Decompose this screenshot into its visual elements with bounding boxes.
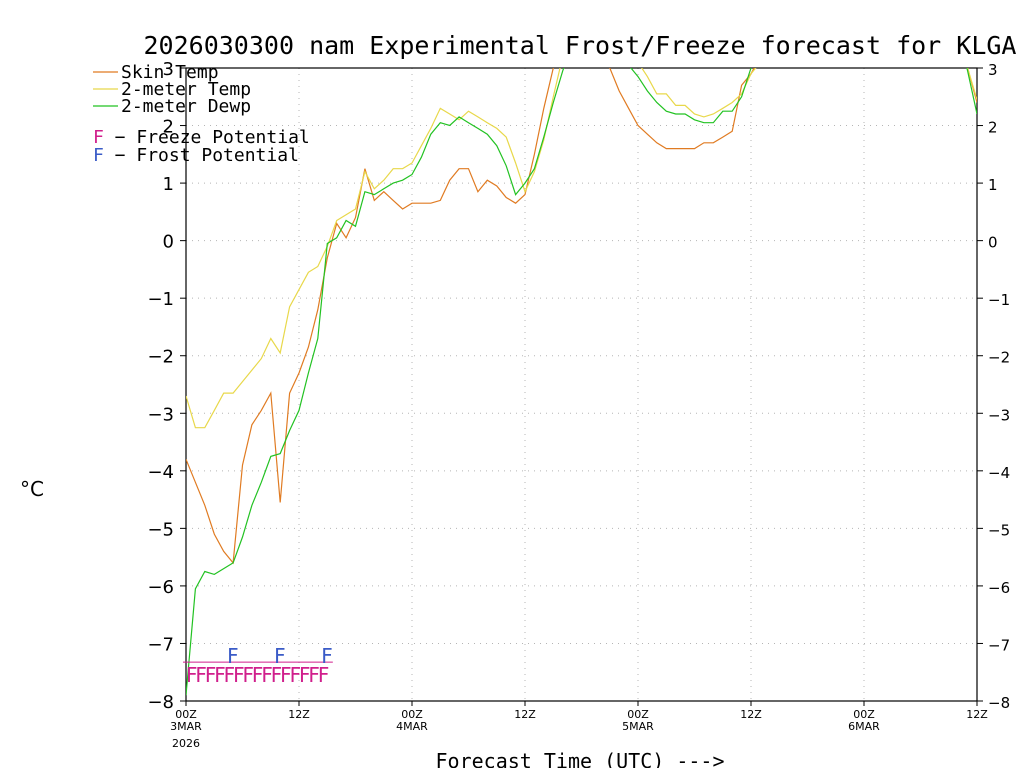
x-tick-date: 5MAR — [622, 720, 654, 733]
y-tick-label-right: −2 — [988, 349, 1010, 367]
x-tick-label: 12Z — [740, 708, 762, 721]
series-line-skin-temp — [186, 68, 977, 565]
freeze-potential-marker: F — [233, 663, 245, 687]
legend-label: 2-meter Temp — [121, 79, 251, 100]
y-tick-label-right: −4 — [988, 464, 1010, 482]
freeze-potential-marker: F — [271, 663, 283, 687]
y-axis-ticks: −8 −8 −7 −7 −6 −6 −5 −5 −4 −4 −3 −3 −2 −2 −1 −1 0 0 1 1 2 2 3 3 — [147, 59, 1010, 713]
y-tick-label-right: −7 — [988, 636, 1010, 654]
x-tick-date: 3MAR — [170, 720, 202, 733]
series-line-2-meter-temp — [186, 68, 977, 429]
freeze-potential-marker: F — [318, 663, 330, 687]
grid-lines — [186, 68, 977, 701]
legend-marker-letter: F — [93, 145, 104, 166]
legend-label: 2-meter Dewp — [121, 96, 251, 117]
x-tick-label: 00Z — [175, 708, 197, 721]
legend-marker-entry: F − Frost Potential — [93, 145, 299, 166]
y-tick-label-right: 2 — [988, 119, 998, 137]
series-line-2-meter-dewp — [186, 68, 977, 696]
x-tick-label: 00Z — [853, 708, 875, 721]
y-tick-label: −4 — [147, 462, 174, 483]
x-tick-date: 4MAR — [396, 720, 428, 733]
legend-marker-entry: F − Freeze Potential — [93, 127, 310, 148]
legend-marker-letter: F — [93, 127, 104, 148]
y-tick-label-right: −3 — [988, 406, 1010, 424]
y-tick-label: −8 — [147, 692, 174, 713]
freeze-potential-marker: F — [308, 663, 320, 687]
x-tick-date: 6MAR — [848, 720, 880, 733]
freeze-potential-marker: F — [290, 663, 302, 687]
frost-potential-marker: F — [321, 644, 333, 668]
freeze-potential-marker: F — [195, 663, 207, 687]
y-tick-label-right: 0 — [988, 234, 998, 252]
legend-label: Skin Temp — [121, 62, 219, 83]
y-tick-label-right: −1 — [988, 291, 1010, 309]
frost-potential-marker: F — [227, 644, 239, 668]
y-tick-label: −1 — [147, 289, 174, 310]
freeze-potential-marker: F — [252, 663, 264, 687]
freeze-potential-marker: F — [280, 663, 292, 687]
freeze-potential-marker: F — [261, 663, 273, 687]
legend-marker-label: − Frost Potential — [104, 145, 299, 166]
freeze-potential-marker: F — [205, 663, 217, 687]
y-tick-label: −2 — [147, 347, 174, 368]
x-tick-label: 00Z — [627, 708, 649, 721]
legend-marker-label: − Freeze Potential — [104, 127, 310, 148]
x-tick-year: 2026 — [172, 737, 200, 750]
series-lines — [186, 68, 977, 696]
y-tick-label-right: −5 — [988, 521, 1010, 539]
chart-title: 2026030300 nam Experimental Frost/Freeze… — [144, 31, 1017, 60]
y-tick-label: 1 — [163, 174, 174, 195]
freeze-potential-marker: F — [186, 663, 198, 687]
y-tick-label: 0 — [163, 232, 174, 253]
x-tick-label: 12Z — [288, 708, 310, 721]
freeze-potential-marker: F — [214, 663, 226, 687]
x-tick-label: 12Z — [514, 708, 536, 721]
frost-potential-marker: F — [274, 644, 286, 668]
y-tick-label-right: −8 — [988, 694, 1010, 712]
freeze-potential-marker: F — [224, 663, 236, 687]
y-tick-label: 2 — [163, 117, 174, 138]
plot-frame — [185, 67, 978, 702]
freeze-potential-marker: F — [299, 663, 311, 687]
y-tick-label: −3 — [147, 404, 174, 425]
y-axis-label: °C — [20, 477, 44, 501]
y-tick-label-right: −6 — [988, 579, 1010, 597]
y-tick-label: −7 — [147, 634, 174, 655]
x-tick-label: 00Z — [401, 708, 423, 721]
y-tick-label: 3 — [163, 59, 174, 80]
y-tick-label-right: 1 — [988, 176, 998, 194]
y-tick-label: −6 — [147, 577, 174, 598]
freeze-potential-marker: F — [243, 663, 255, 687]
x-tick-label: 12Z — [966, 708, 988, 721]
y-tick-label-right: 3 — [988, 61, 998, 79]
y-tick-label: −5 — [147, 519, 174, 540]
x-axis-label: Forecast Time (UTC) ---> — [436, 749, 725, 768]
